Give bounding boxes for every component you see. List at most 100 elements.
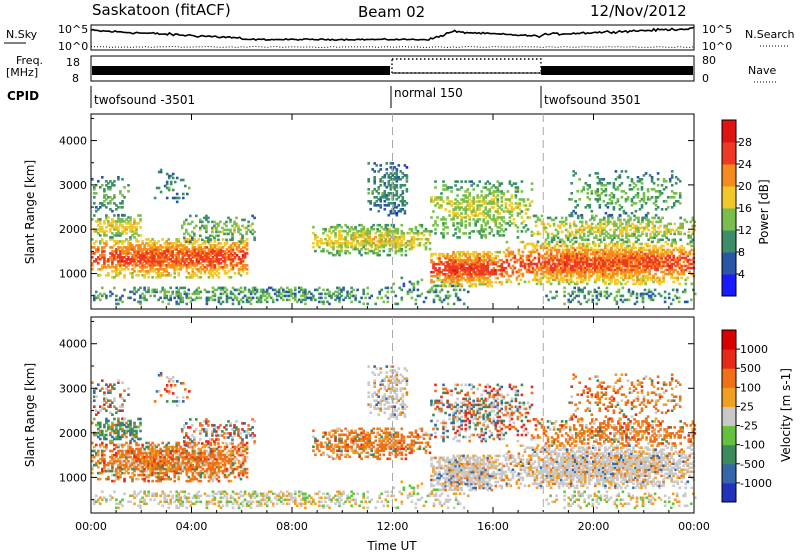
power-cell [552, 238, 556, 242]
power-cell [514, 190, 518, 193]
power-cell [391, 174, 395, 177]
freq-frame [90, 55, 695, 82]
power-cell [555, 258, 559, 262]
power-cell [613, 222, 616, 226]
power-cell [484, 182, 488, 185]
power-cell [623, 228, 626, 232]
power-cell [558, 240, 562, 244]
power-cell [376, 251, 379, 255]
power-cell [448, 200, 451, 203]
power-cell [644, 242, 647, 246]
power-cell [442, 228, 445, 231]
power-cell [478, 196, 481, 199]
power-cell [360, 296, 363, 300]
power-cell [380, 243, 383, 247]
power-cell [241, 270, 245, 273]
power-cell [382, 241, 386, 245]
power-cell [618, 260, 621, 264]
power-cell [165, 196, 169, 200]
power-cell [552, 234, 556, 238]
power-cell [468, 268, 471, 272]
power-cell [654, 260, 657, 264]
power-cell [403, 211, 407, 215]
power-cell [600, 258, 603, 262]
power-cell [428, 247, 432, 251]
power-cell [642, 262, 645, 266]
power-cell [474, 210, 477, 213]
power-cell [119, 206, 122, 209]
power-cell [127, 296, 130, 300]
power-cell [370, 227, 373, 231]
power-cell [386, 233, 390, 237]
power-cell [139, 256, 142, 259]
power-cell [496, 226, 500, 229]
power-cell [452, 266, 455, 270]
power-cell [133, 232, 136, 235]
power-cell [155, 250, 158, 253]
power-cell [111, 184, 114, 187]
power-cell [470, 282, 473, 286]
power-cell [360, 227, 363, 231]
power-cell [624, 260, 627, 264]
power-cell [586, 264, 589, 268]
power-cell [559, 268, 563, 272]
power-cell [638, 200, 642, 203]
power-cell [610, 248, 613, 252]
power-cell [141, 262, 144, 265]
power-cell [454, 258, 457, 262]
power-cell [490, 256, 494, 260]
power-cell [630, 276, 633, 280]
nsky-trace [90, 26, 695, 42]
power-cell [648, 264, 651, 268]
power-cell [500, 182, 504, 185]
power-cell [581, 270, 585, 274]
power-cell [519, 264, 523, 268]
power-cell [229, 254, 233, 257]
power-cell [199, 254, 203, 257]
power-cell [393, 211, 397, 215]
power-cell [387, 198, 391, 201]
power-cell [594, 244, 597, 248]
power-cell [177, 258, 180, 261]
power-cell [193, 242, 197, 245]
power-cell [121, 220, 124, 223]
power-cell [187, 266, 191, 269]
power-cell [171, 176, 175, 180]
power-cell [651, 226, 654, 230]
power-cell [103, 188, 106, 191]
power-cell [165, 266, 168, 269]
power-cell [360, 239, 363, 243]
power-cell [380, 233, 383, 237]
power-cell [506, 198, 510, 201]
power-cell [103, 292, 106, 296]
power-cell [233, 272, 237, 275]
power-cell [594, 260, 597, 264]
power-cell [163, 256, 166, 259]
power-cell [408, 288, 412, 292]
power-cell [602, 264, 605, 268]
power-cell [688, 252, 692, 256]
power-cell [590, 268, 593, 272]
power-cell [177, 252, 180, 255]
power-cell [113, 220, 116, 223]
power-cell [594, 266, 597, 270]
power-cell [107, 196, 110, 199]
power-cell [624, 270, 627, 274]
power-cell [153, 268, 156, 271]
power-cell [448, 284, 451, 288]
power-cell [458, 188, 461, 191]
station-title: Saskatoon (fitACF) [92, 1, 231, 19]
power-cell [484, 258, 488, 262]
power-cell [157, 260, 160, 263]
power-cell [336, 286, 339, 290]
power-cell [456, 188, 459, 191]
power-cell [340, 225, 343, 229]
power-cell [464, 200, 467, 203]
power-cell [183, 232, 186, 236]
power-cell [620, 244, 623, 248]
power-cell [565, 280, 569, 284]
power-cell [456, 226, 459, 229]
power-cell [107, 260, 110, 263]
power-cell [179, 264, 182, 267]
power-cell [237, 302, 241, 306]
